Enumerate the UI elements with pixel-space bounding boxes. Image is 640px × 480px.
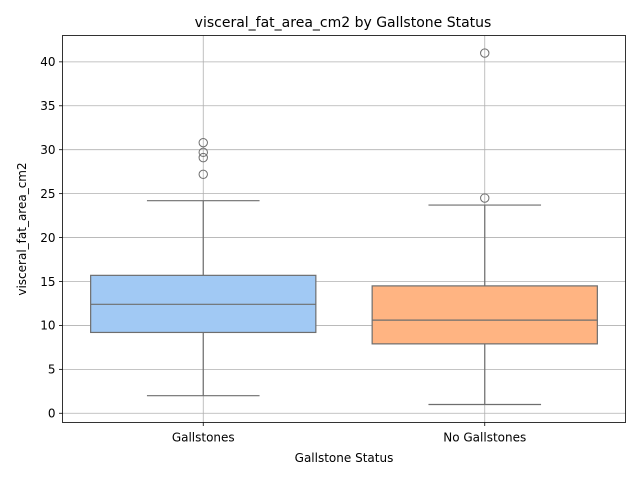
x-axis-title: Gallstone Status bbox=[295, 451, 394, 465]
y-tick-label: 25 bbox=[40, 187, 55, 201]
y-tick-label: 0 bbox=[48, 407, 56, 421]
y-tick-label: 5 bbox=[48, 363, 56, 377]
x-tick-label: Gallstones bbox=[172, 431, 235, 445]
y-tick-label: 20 bbox=[40, 231, 55, 245]
y-tick-label: 35 bbox=[40, 99, 55, 113]
y-tick-label: 40 bbox=[40, 55, 55, 69]
grid-lines bbox=[62, 35, 626, 423]
iqr-box bbox=[371, 285, 598, 345]
outlier-point bbox=[198, 147, 208, 158]
outlier-point bbox=[198, 152, 208, 163]
outlier-point bbox=[480, 48, 490, 58]
plot-frame bbox=[62, 35, 626, 423]
x-tick-label: No Gallstones bbox=[443, 431, 526, 445]
outlier-point bbox=[480, 193, 490, 203]
outlier-point bbox=[198, 137, 208, 148]
y-axis-title: visceral_fat_area_cm2 bbox=[15, 162, 29, 295]
box-group-gallstones bbox=[90, 137, 317, 397]
y-tick-label: 10 bbox=[40, 319, 55, 333]
x-axis: Gallstones No Gallstones bbox=[172, 422, 526, 445]
chart-title: visceral_fat_area_cm2 by Gallstone Statu… bbox=[195, 15, 492, 31]
y-tick-label: 15 bbox=[40, 275, 55, 289]
plot-area bbox=[90, 48, 598, 406]
y-tick-label: 30 bbox=[40, 143, 55, 157]
y-axis: 0 5 10 15 20 25 30 35 40 bbox=[40, 55, 63, 421]
outlier-point bbox=[198, 169, 208, 180]
box-group-no-gallstones bbox=[371, 48, 598, 406]
